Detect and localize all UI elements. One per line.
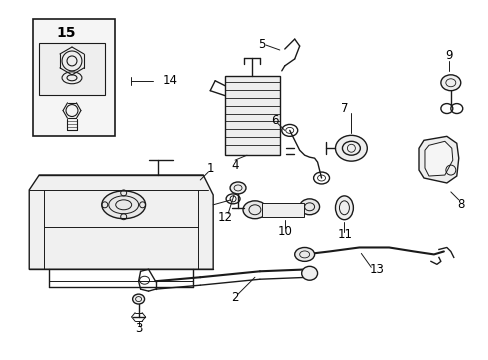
Text: 9: 9 xyxy=(444,49,452,63)
Text: 5: 5 xyxy=(258,37,265,50)
Text: 11: 11 xyxy=(337,228,352,241)
Ellipse shape xyxy=(299,199,319,215)
Text: 15: 15 xyxy=(56,26,76,40)
Ellipse shape xyxy=(440,75,460,91)
Text: 3: 3 xyxy=(135,322,142,336)
Bar xyxy=(262,203,303,217)
Ellipse shape xyxy=(335,196,353,220)
Bar xyxy=(33,19,115,136)
Text: 14: 14 xyxy=(163,74,178,87)
Text: 4: 4 xyxy=(231,159,238,172)
Polygon shape xyxy=(418,136,458,183)
Text: 10: 10 xyxy=(277,225,292,238)
Bar xyxy=(39,43,104,95)
Polygon shape xyxy=(424,141,452,176)
Text: 2: 2 xyxy=(231,291,238,303)
Bar xyxy=(224,76,279,155)
Text: 1: 1 xyxy=(206,162,214,175)
Ellipse shape xyxy=(335,135,366,161)
Ellipse shape xyxy=(301,266,317,280)
Ellipse shape xyxy=(230,182,245,194)
Ellipse shape xyxy=(132,294,144,304)
Ellipse shape xyxy=(294,247,314,261)
Text: 8: 8 xyxy=(456,198,464,211)
Text: 12: 12 xyxy=(217,211,232,224)
Ellipse shape xyxy=(243,201,266,219)
Text: 13: 13 xyxy=(369,263,384,276)
Ellipse shape xyxy=(102,191,145,219)
Text: 6: 6 xyxy=(270,114,278,127)
Polygon shape xyxy=(29,175,213,269)
Text: 7: 7 xyxy=(340,102,347,115)
